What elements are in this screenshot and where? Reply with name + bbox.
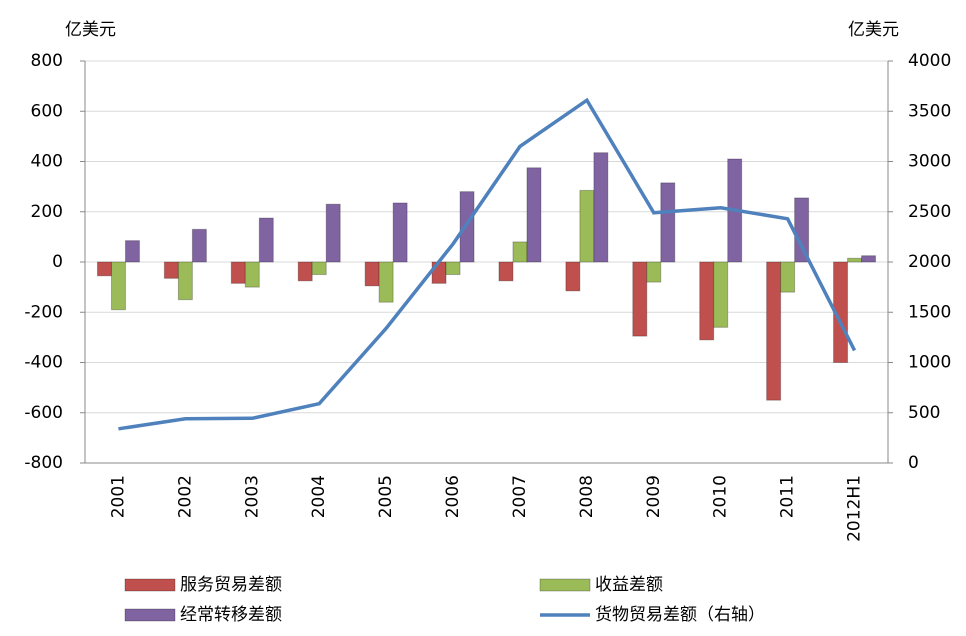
y2-tick-label: 2000: [908, 252, 951, 272]
bar: [378, 261, 394, 303]
legend-label: 货物贸易差额（右轴）: [595, 605, 765, 625]
y2-tick-label: 3000: [908, 152, 951, 172]
bar: [258, 217, 274, 263]
bar: [392, 202, 408, 263]
bar: [110, 261, 126, 311]
bar: [780, 261, 796, 293]
x-tick-label: 2008: [577, 475, 597, 518]
x-tick-label: 2009: [644, 475, 664, 518]
bar: [632, 261, 648, 337]
legend-swatch: [539, 578, 591, 592]
bar: [861, 255, 877, 263]
legend-swatch: [124, 578, 176, 592]
bar: [646, 261, 662, 283]
bar: [579, 189, 595, 263]
bar: [124, 240, 140, 263]
legend-label: 收益差额: [595, 575, 663, 595]
y2-tick-label: 1000: [908, 353, 951, 373]
y2-tick-label: 4000: [908, 51, 951, 71]
x-tick-label: 2003: [242, 475, 262, 518]
bar: [660, 182, 676, 263]
x-tick-label: 2001: [108, 475, 128, 518]
bar: [191, 228, 207, 263]
legend-label: 经常转移差额: [180, 605, 282, 625]
bar: [459, 191, 475, 263]
y2-tick-label: 2500: [908, 202, 951, 222]
bar: [297, 261, 313, 282]
y-tick-label: 0: [52, 252, 63, 272]
bar: [311, 261, 327, 276]
y2-tick-label: 0: [908, 453, 919, 473]
x-tick-label: 2005: [376, 475, 396, 518]
bar: [96, 261, 112, 277]
y-tick-label: -200: [24, 302, 63, 322]
y-tick-label: 400: [31, 152, 63, 172]
y2-axis-label: 亿美元: [848, 20, 899, 40]
y-tick-label: -600: [24, 403, 63, 423]
legend-swatch: [124, 608, 176, 622]
x-tick-label: 2011: [778, 475, 798, 518]
x-tick-label: 2002: [175, 475, 195, 518]
y-tick-label: -800: [24, 453, 63, 473]
x-tick-label: 2012H1: [845, 475, 865, 542]
y-tick-label: 600: [31, 101, 63, 121]
y-tick-label: 200: [31, 202, 63, 222]
bar: [565, 261, 581, 292]
y2-tick-label: 500: [908, 403, 940, 423]
x-tick-label: 2007: [510, 475, 530, 518]
bar: [512, 241, 528, 263]
bar: [325, 203, 341, 263]
x-tick-label: 2004: [309, 475, 329, 518]
y-tick-label: -400: [24, 353, 63, 373]
bar: [699, 261, 715, 341]
legend-label: 服务贸易差额: [180, 575, 282, 595]
bar: [498, 261, 514, 282]
bar: [766, 261, 782, 401]
x-tick-label: 2006: [443, 475, 463, 518]
line-series: [118, 97, 857, 431]
bar: [163, 261, 179, 279]
y-axis-label: 亿美元: [65, 20, 116, 40]
bar: [526, 167, 542, 263]
y-tick-label: 800: [31, 51, 63, 71]
bar: [244, 261, 260, 288]
bar: [713, 261, 729, 328]
x-tick-label: 2010: [711, 475, 731, 518]
y2-tick-label: 3500: [908, 101, 951, 121]
bar: [364, 261, 380, 287]
bar: [230, 261, 246, 284]
y2-tick-label: 1500: [908, 302, 951, 322]
bar: [593, 152, 609, 263]
bar: [177, 261, 193, 301]
bar: [445, 261, 461, 276]
bar: [847, 257, 863, 263]
